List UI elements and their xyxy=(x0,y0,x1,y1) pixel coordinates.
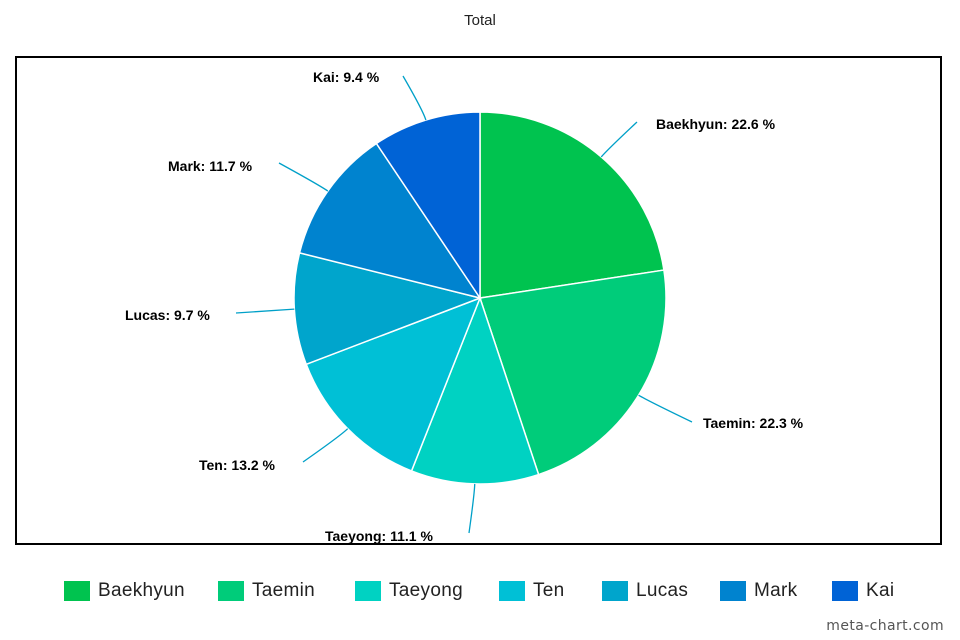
pie-slices xyxy=(293,111,667,485)
chart-title: Total xyxy=(464,12,496,29)
legend-item-taemin[interactable]: Taemin xyxy=(218,578,315,604)
legend-swatch xyxy=(602,581,628,601)
pie-slice-mark xyxy=(298,142,482,300)
leader-line-kai xyxy=(402,75,427,121)
slice-label-mark: Mark: 11.7 % xyxy=(168,158,253,174)
leader-line-ten xyxy=(302,428,349,463)
legend-swatch xyxy=(64,581,90,601)
slice-label-taeyong: Taeyong: 11.1 % xyxy=(325,528,433,544)
legend-swatch xyxy=(499,581,525,601)
legend-label: Baekhyun xyxy=(98,580,185,601)
legend-item-taeyong[interactable]: Taeyong xyxy=(355,578,463,604)
legend-item-ten[interactable]: Ten xyxy=(499,578,565,604)
slice-label-baekhyun: Baekhyun: 22.6 % xyxy=(656,116,776,132)
pie-chart: Baekhyun: 22.6 % Taemin: 22.3 % Taeyong: 1… xyxy=(125,69,804,544)
legend-label: Taeyong xyxy=(389,580,463,601)
legend-swatch xyxy=(218,581,244,601)
legend-item-baekhyun[interactable]: Baekhyun xyxy=(64,578,185,604)
slice-label-taemin: Taemin: 22.3 % xyxy=(703,415,804,431)
leader-line-taemin xyxy=(638,394,693,423)
leader-line-baekhyun xyxy=(600,121,638,158)
slice-label-ten: Ten: 13.2 % xyxy=(199,457,276,473)
pie-slice-ten xyxy=(305,296,482,472)
pie-slice-baekhyun xyxy=(479,111,665,299)
watermark: meta-chart.com xyxy=(826,618,944,634)
pie-slice-taeyong xyxy=(410,295,540,485)
leader-line-lucas xyxy=(235,308,295,314)
slice-label-lucas: Lucas: 9.7 % xyxy=(125,307,210,323)
legend-label: Taemin xyxy=(252,580,316,601)
leader-lines xyxy=(235,75,693,534)
legend-label: Lucas xyxy=(636,580,689,601)
legend-label: Ten xyxy=(533,580,565,601)
legend-item-lucas[interactable]: Lucas xyxy=(602,578,688,604)
leader-line-mark xyxy=(278,162,329,192)
pie-slice-taemin xyxy=(479,269,667,476)
legend-swatch xyxy=(355,581,381,601)
legend-label: Kai xyxy=(866,580,895,601)
slice-labels: Baekhyun: 22.6 % Taemin: 22.3 % Taeyong: 1… xyxy=(125,69,804,544)
leader-line-taeyong xyxy=(468,483,476,534)
chart-frame xyxy=(15,56,942,545)
legend-swatch xyxy=(720,581,746,601)
legend-item-kai[interactable]: Kai xyxy=(832,578,894,604)
slice-label-kai: Kai: 9.4 % xyxy=(313,69,380,85)
legend-item-mark[interactable]: Mark xyxy=(720,578,797,604)
legend-swatch xyxy=(832,581,858,601)
legend-label: Mark xyxy=(754,580,798,601)
legend: Baekhyun Taemin Taeyong Ten Lucas Mark Kai xyxy=(0,578,960,604)
